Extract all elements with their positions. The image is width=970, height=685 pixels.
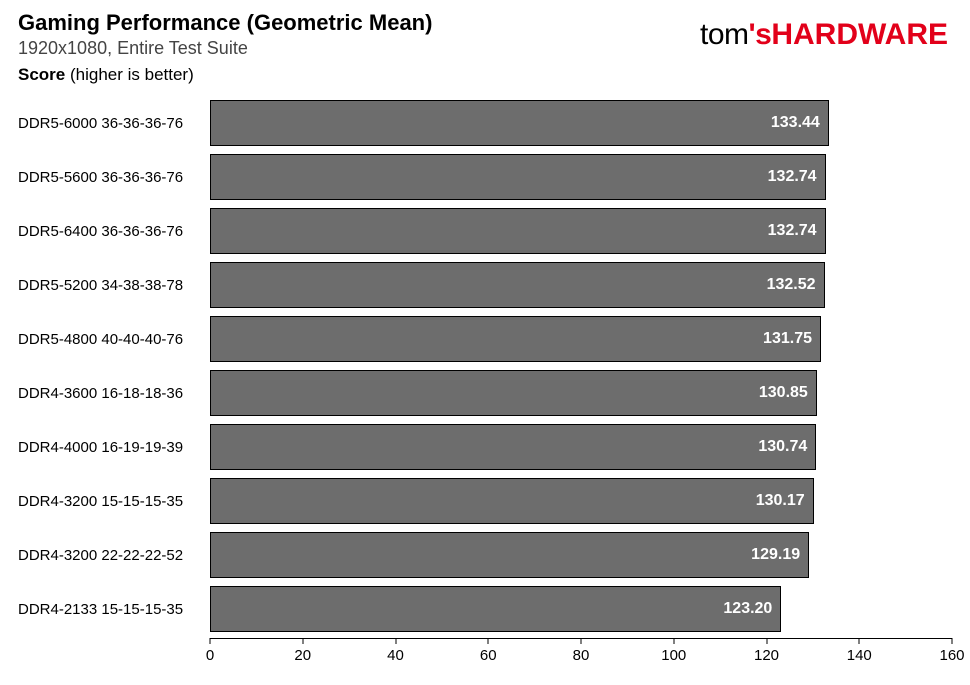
x-tick-label: 140 <box>847 647 872 664</box>
bar: 133.44 <box>210 100 829 146</box>
y-axis-label: Score (higher is better) <box>18 65 952 85</box>
category-label: DDR4-3600 16-18-18-36 <box>18 385 210 402</box>
chart-plot-area: DDR5-6000 36-36-36-76 133.44 DDR5-5600 36-… <box>18 96 952 657</box>
bar-track: 132.74 <box>210 150 952 204</box>
bar-value-label: 129.19 <box>751 546 800 564</box>
x-tick-mark <box>581 638 582 644</box>
bar-value-label: 131.75 <box>763 330 812 348</box>
chart-row: DDR5-6000 36-36-36-76 133.44 <box>18 96 952 150</box>
x-tick-label: 160 <box>939 647 964 664</box>
bar-track: 131.75 <box>210 312 952 366</box>
category-label: DDR4-3200 22-22-22-52 <box>18 547 210 564</box>
x-tick-label: 120 <box>754 647 779 664</box>
x-tick-label: 40 <box>387 647 404 664</box>
chart-container: { "header": { "title": "Gaming Performan… <box>0 0 970 685</box>
x-tick-label: 0 <box>206 647 214 664</box>
bar: 129.19 <box>210 532 809 578</box>
chart-row: DDR4-2133 15-15-15-35 123.20 <box>18 582 952 636</box>
chart-row: DDR4-3600 16-18-18-36 130.85 <box>18 366 952 420</box>
x-tick-label: 100 <box>661 647 686 664</box>
x-tick-mark <box>488 638 489 644</box>
bar: 132.52 <box>210 262 825 308</box>
bar-track: 130.85 <box>210 366 952 420</box>
bar: 132.74 <box>210 154 826 200</box>
category-label: DDR5-5200 34-38-38-78 <box>18 277 210 294</box>
bar-track: 129.19 <box>210 528 952 582</box>
bar-value-label: 132.74 <box>768 222 817 240</box>
bar-track: 123.20 <box>210 582 952 636</box>
x-tick-mark <box>859 638 860 644</box>
x-tick-mark <box>952 638 953 644</box>
x-tick-mark <box>210 638 211 644</box>
chart-row: DDR5-5600 36-36-36-76 132.74 <box>18 150 952 204</box>
logo-part1: tom <box>700 18 749 51</box>
axis-label-paren: (higher is better) <box>70 65 194 84</box>
bar-value-label: 130.17 <box>756 492 805 510</box>
bar-track: 132.74 <box>210 204 952 258</box>
bar-value-label: 130.85 <box>759 384 808 402</box>
x-axis: 020406080100120140160 <box>210 644 952 664</box>
category-label: DDR4-3200 15-15-15-35 <box>18 493 210 510</box>
bar-value-label: 123.20 <box>723 600 772 618</box>
site-logo: tom'sHARDWARE <box>700 18 948 52</box>
logo-apostrophe: 's <box>749 18 772 51</box>
chart-row: DDR4-3200 22-22-22-52 129.19 <box>18 528 952 582</box>
bar: 132.74 <box>210 208 826 254</box>
x-tick-mark <box>766 638 767 644</box>
category-label: DDR5-5600 36-36-36-76 <box>18 169 210 186</box>
bar: 130.85 <box>210 370 817 416</box>
x-tick-label: 60 <box>480 647 497 664</box>
chart-row: DDR5-4800 40-40-40-76 131.75 <box>18 312 952 366</box>
bar-track: 130.17 <box>210 474 952 528</box>
bar-value-label: 130.74 <box>758 438 807 456</box>
bar-value-label: 133.44 <box>771 114 820 132</box>
x-tick-mark <box>673 638 674 644</box>
bar: 131.75 <box>210 316 821 362</box>
category-label: DDR4-4000 16-19-19-39 <box>18 439 210 456</box>
chart-row: DDR5-5200 34-38-38-78 132.52 <box>18 258 952 312</box>
chart-row: DDR4-3200 15-15-15-35 130.17 <box>18 474 952 528</box>
logo-part2: HARDWARE <box>771 18 948 51</box>
bar: 123.20 <box>210 586 781 632</box>
category-label: DDR4-2133 15-15-15-35 <box>18 601 210 618</box>
category-label: DDR5-6000 36-36-36-76 <box>18 115 210 132</box>
x-tick-mark <box>302 638 303 644</box>
bar: 130.74 <box>210 424 816 470</box>
x-tick-mark <box>395 638 396 644</box>
x-tick-label: 20 <box>294 647 311 664</box>
bar: 130.17 <box>210 478 814 524</box>
axis-label-main: Score <box>18 65 65 84</box>
category-label: DDR5-4800 40-40-40-76 <box>18 331 210 348</box>
bar-value-label: 132.74 <box>768 168 817 186</box>
bar-track: 132.52 <box>210 258 952 312</box>
x-tick-label: 80 <box>573 647 590 664</box>
bar-track: 133.44 <box>210 96 952 150</box>
bar-track: 130.74 <box>210 420 952 474</box>
chart-row: DDR4-4000 16-19-19-39 130.74 <box>18 420 952 474</box>
category-label: DDR5-6400 36-36-36-76 <box>18 223 210 240</box>
chart-row: DDR5-6400 36-36-36-76 132.74 <box>18 204 952 258</box>
bar-value-label: 132.52 <box>767 276 816 294</box>
